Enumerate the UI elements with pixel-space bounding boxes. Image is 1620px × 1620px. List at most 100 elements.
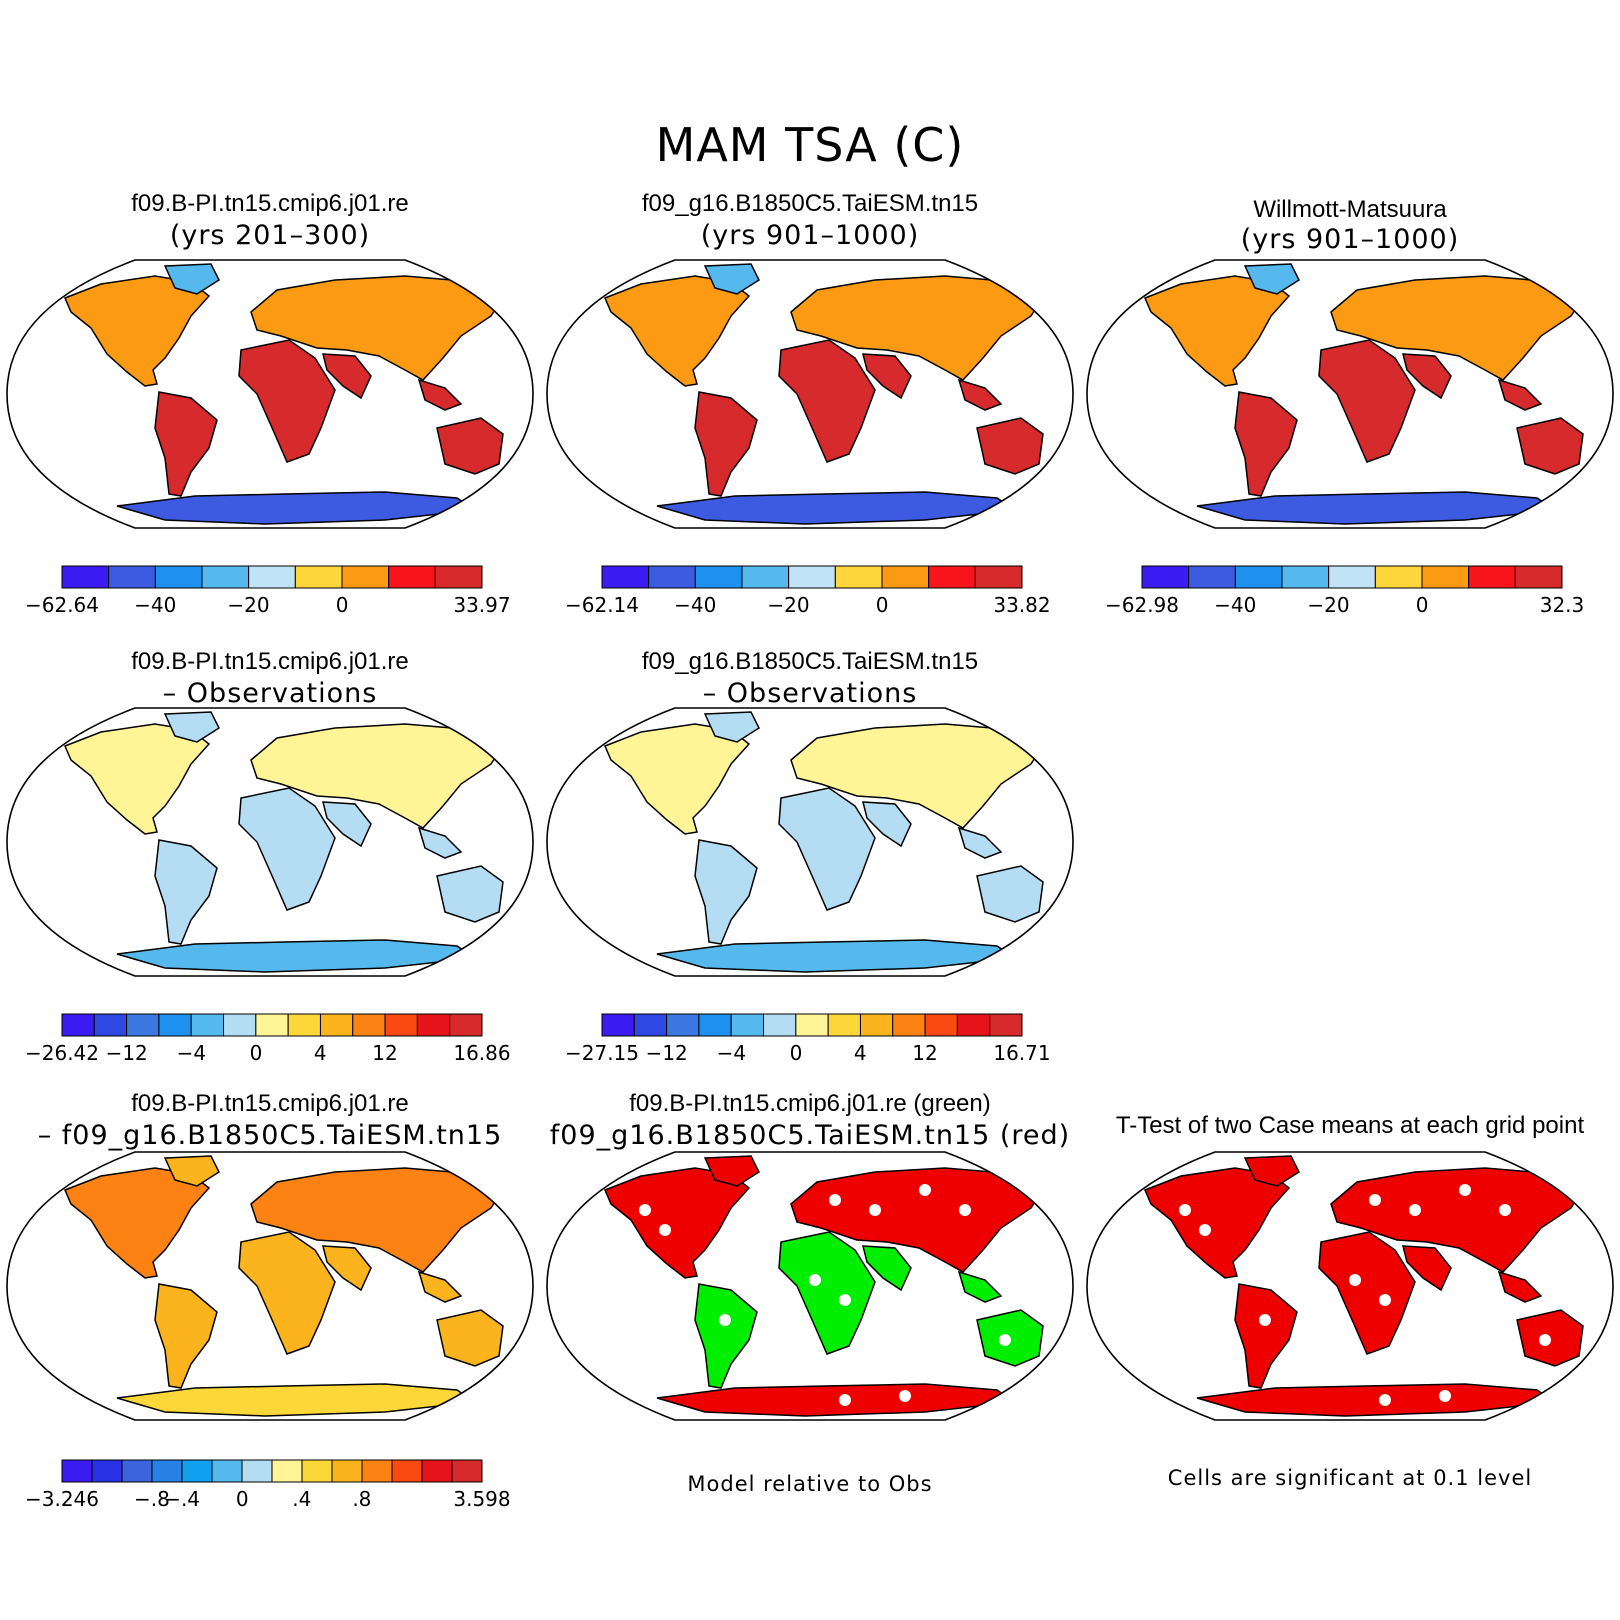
world-map (546, 1151, 1074, 1421)
colorbar-tick-label: −62.64 (25, 593, 99, 617)
colorbar-box (974, 565, 1023, 589)
colorbar-box (331, 1459, 363, 1483)
world-map (6, 259, 534, 529)
continent-africa (238, 339, 336, 463)
colorbar-tick-label: −.4 (164, 1487, 200, 1511)
world-map (546, 259, 1074, 529)
colorbar-box (158, 1013, 192, 1037)
panel-note: Model relative to Obs (687, 1472, 933, 1496)
figure-title: MAM TSA (C) (655, 118, 965, 172)
colorbar-box (223, 1013, 257, 1037)
colorbar-tick-label: −4 (717, 1041, 746, 1065)
continent-europe-asia (1330, 1167, 1587, 1273)
panel-title: f09.B-PI.tn15.cmip6.j01.re (131, 190, 409, 217)
mask-speckle (1439, 1390, 1451, 1402)
colorbar-box (795, 1013, 829, 1037)
colorbar-box (763, 1013, 797, 1037)
colorbar-tick-label: 0 (336, 593, 349, 617)
continent-south-america (694, 1283, 758, 1389)
colorbar-tick-label: −12 (106, 1041, 148, 1065)
colorbar-box (601, 1013, 635, 1037)
colorbar-box (121, 1459, 153, 1483)
continent-arabia-india (322, 1245, 372, 1292)
colorbar-tick-label: −27.15 (565, 1041, 639, 1065)
continent-africa (238, 1231, 336, 1355)
colorbar-box (91, 1459, 123, 1483)
continent-south-america (1234, 1283, 1298, 1389)
continent-greenland (703, 711, 760, 743)
continent-arabia-india (1402, 353, 1452, 400)
colorbar: −62.14 −40 −20 0 33.82 (565, 565, 1051, 617)
colorbar-tick-label: −40 (674, 593, 716, 617)
continent-south-america (694, 391, 758, 497)
colorbar-tick-label: −62.98 (1105, 593, 1179, 617)
continent-australia (976, 417, 1044, 475)
continent-africa (1318, 339, 1416, 463)
colorbar-tick-label: 32.3 (1540, 593, 1585, 617)
colorbar-box (1188, 565, 1236, 589)
mask-speckle (1409, 1204, 1421, 1216)
world-map (6, 1151, 534, 1421)
colorbar-box (788, 565, 836, 589)
colorbar-tick-label: 16.86 (453, 1041, 510, 1065)
colorbar: −3.246 −.8−.4 0 .4 .8 3.598 (25, 1459, 511, 1511)
colorbar-box (294, 565, 343, 589)
colorbar-tick-label: 4 (314, 1041, 327, 1065)
mask-speckle (1369, 1194, 1381, 1206)
colorbar-tick-label: −40 (1214, 593, 1256, 617)
colorbar-tick-label: 0 (1416, 593, 1429, 617)
world-map (1086, 259, 1614, 529)
colorbar: −26.42 −12 −4 0 4 12 16.86 (25, 1013, 511, 1065)
colorbar-box (361, 1459, 393, 1483)
continent-europe-asia (250, 275, 507, 381)
colorbar-tick-label: −62.14 (565, 593, 639, 617)
colorbar-box (201, 565, 250, 589)
colorbar-box (434, 565, 483, 589)
mask-speckle (839, 1294, 851, 1306)
map-frame (6, 259, 534, 529)
panel-title: f09.B-PI.tn15.cmip6.j01.re (131, 648, 409, 675)
colorbar-box (1328, 565, 1376, 589)
colorbar: −27.15 −12 −4 0 4 12 16.71 (565, 1013, 1051, 1065)
mask-speckle (829, 1194, 841, 1206)
panel-note: Cells are significant at 0.1 level (1167, 1466, 1533, 1490)
continent-arabia-india (862, 1245, 912, 1292)
colorbar-box (1374, 565, 1423, 589)
colorbar-box (151, 1459, 183, 1483)
continent-australia (436, 417, 504, 475)
continent-se-asia (417, 826, 463, 859)
colorbar-box (881, 565, 930, 589)
colorbar-tick-label: 0 (250, 1041, 263, 1065)
continent-south-america (154, 839, 218, 945)
colorbar-box (859, 1013, 894, 1037)
colorbar-box (384, 1013, 418, 1037)
mask-speckle (1379, 1294, 1391, 1306)
panel-subtitle: – Observations (702, 678, 918, 709)
mask-speckle (639, 1204, 651, 1216)
panel-subtitle: f09_g16.B1850C5.TaiESM.tn15 (red) (549, 1120, 1071, 1151)
panel-title: T-Test of two Case means at each grid po… (1115, 1112, 1585, 1139)
colorbar-box (1468, 565, 1516, 589)
continent-africa (1318, 1231, 1416, 1355)
mask-speckle (959, 1204, 971, 1216)
colorbar-box (827, 1013, 861, 1037)
mask-speckle (899, 1390, 911, 1402)
colorbar-box (271, 1459, 303, 1483)
colorbar-box (416, 1013, 451, 1037)
colorbar-tick-label: 4 (854, 1041, 867, 1065)
colorbar-box (391, 1459, 423, 1483)
colorbar-box (255, 1013, 289, 1037)
mask-speckle (1539, 1334, 1551, 1346)
colorbar: −62.98 −40 −20 0 32.3 (1105, 565, 1585, 617)
continent-arabia-india (1402, 1245, 1452, 1292)
colorbar-box (1514, 565, 1563, 589)
map-frame (1086, 1151, 1614, 1421)
continent-south-america (154, 1283, 218, 1389)
continent-arabia-india (862, 353, 912, 400)
colorbar-tick-label: −.8 (134, 1487, 170, 1511)
colorbar-box (741, 565, 790, 589)
colorbar-tick-label: 33.82 (993, 593, 1050, 617)
colorbar-box (666, 1013, 700, 1037)
colorbar-box (601, 565, 650, 589)
world-map (1086, 1151, 1614, 1421)
